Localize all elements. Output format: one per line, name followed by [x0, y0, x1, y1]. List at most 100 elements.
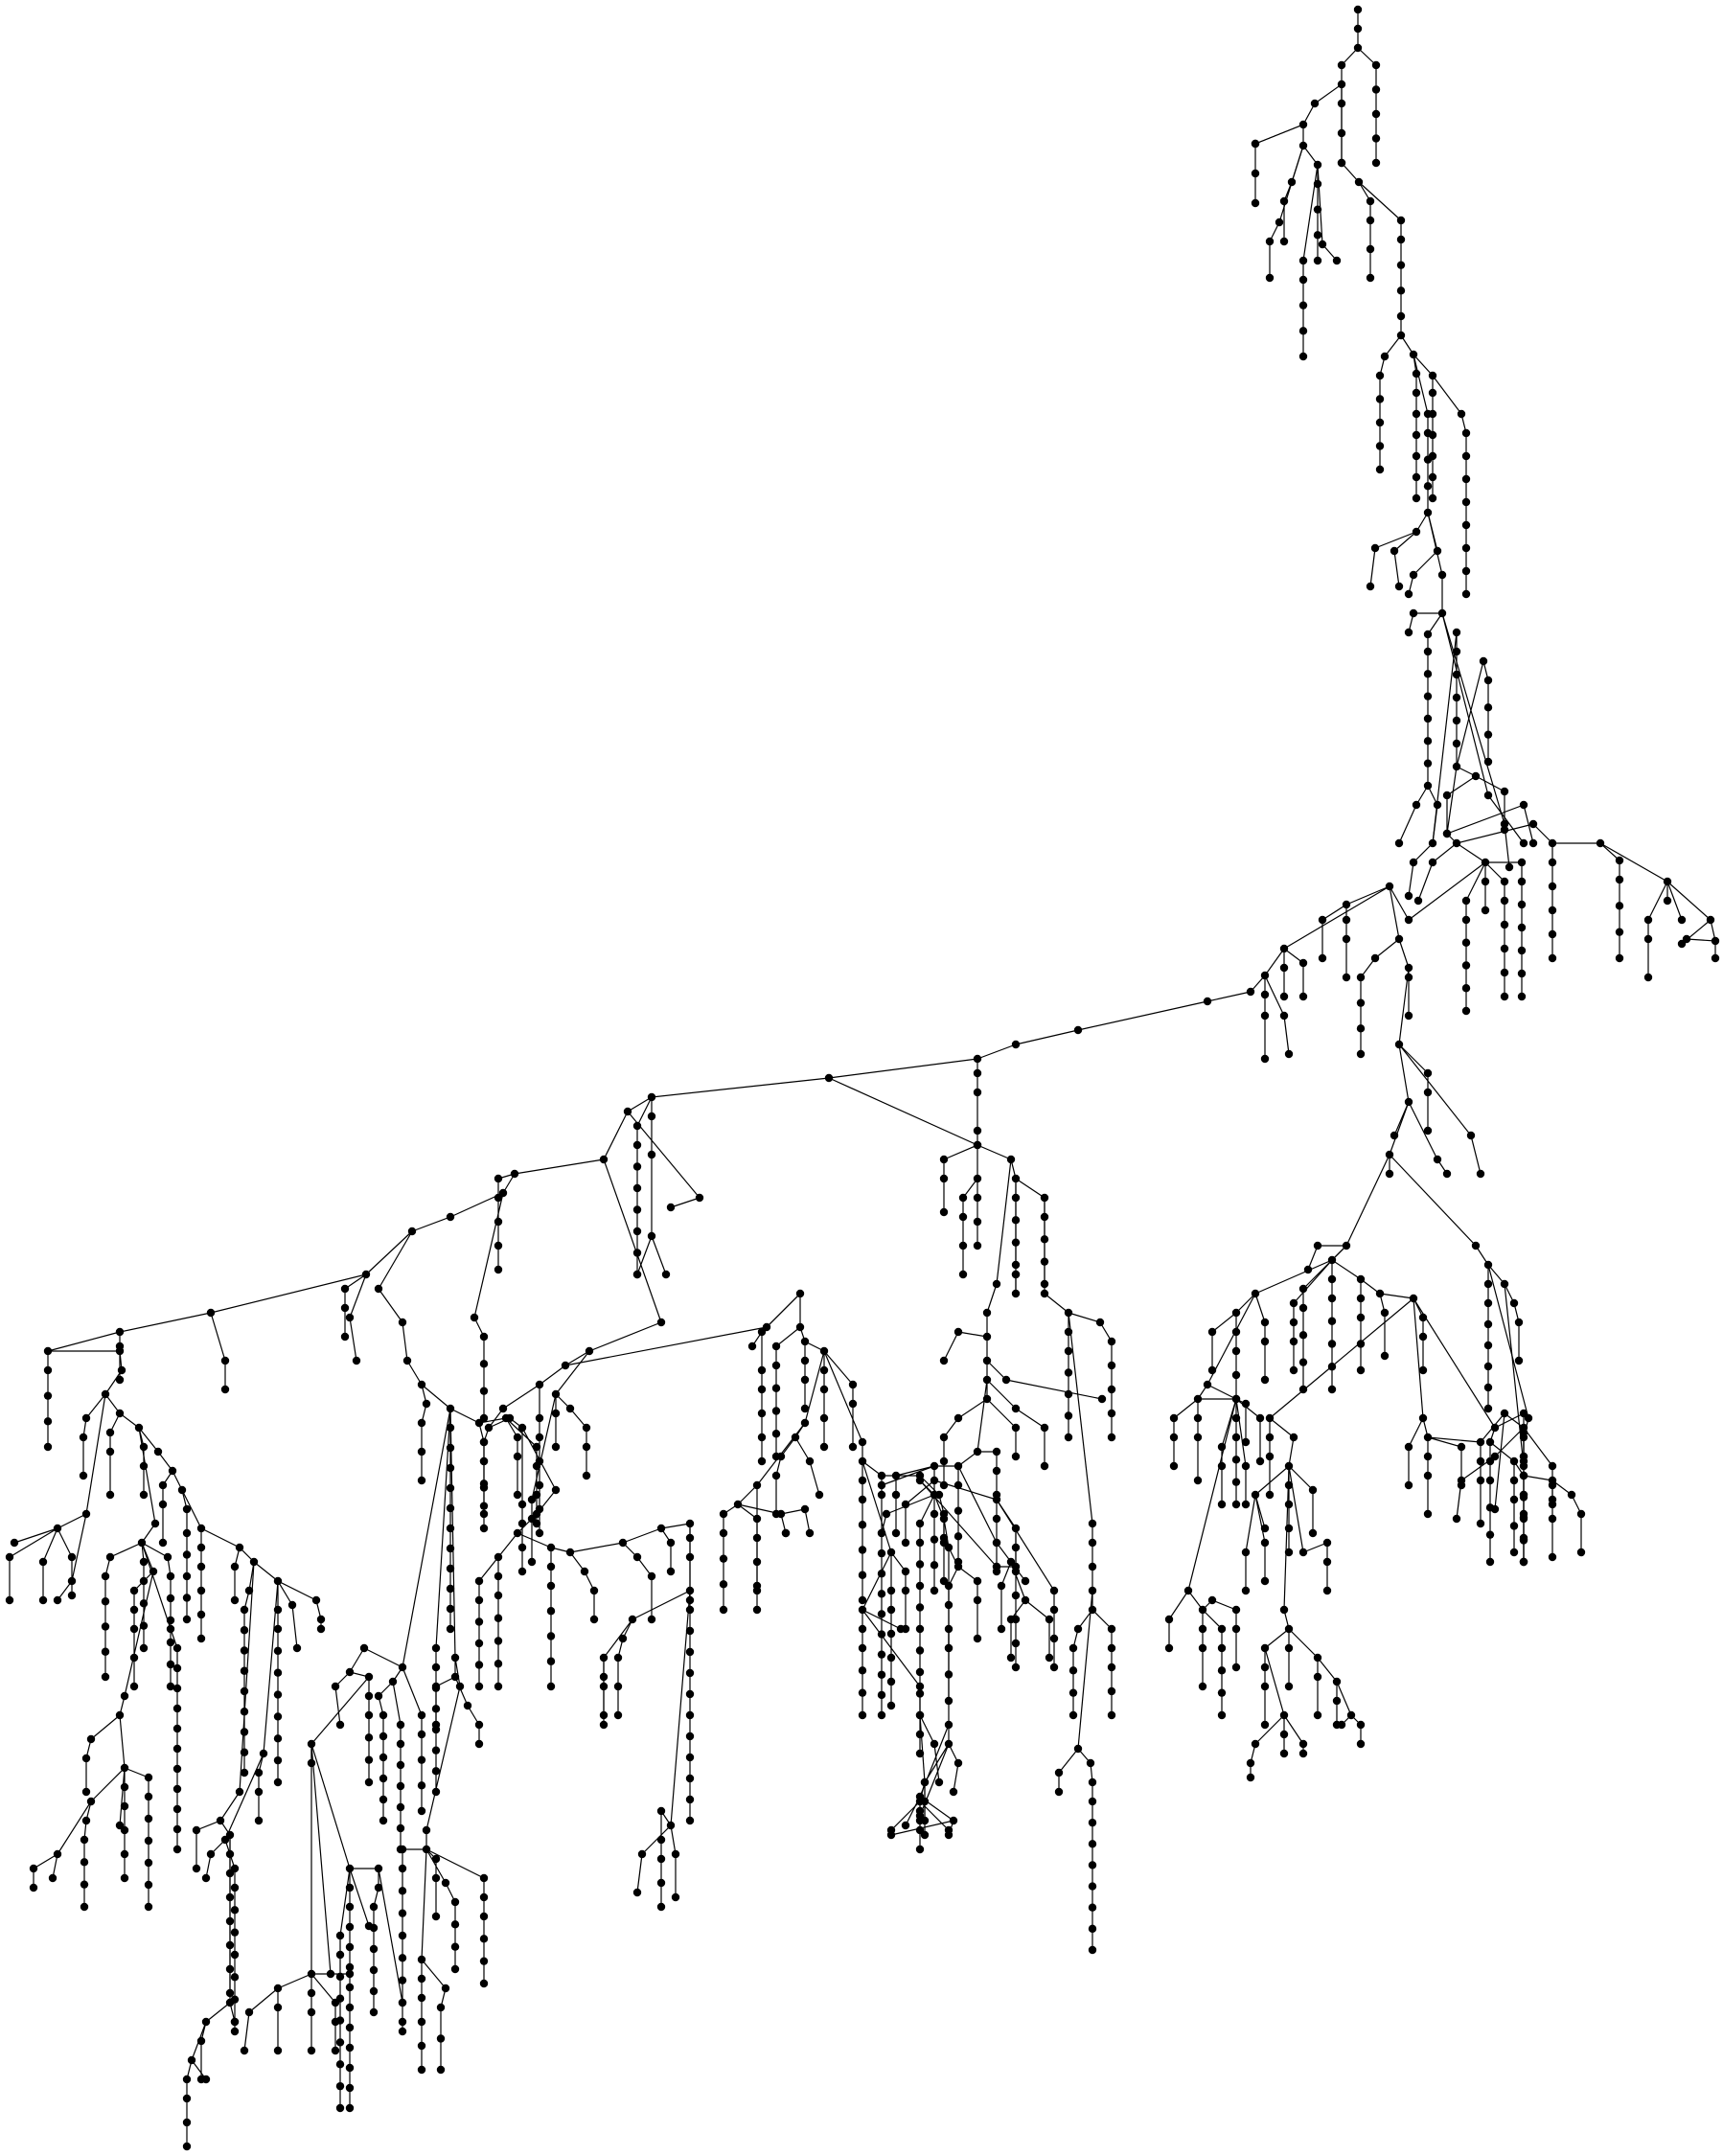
tree-node	[1428, 838, 1437, 848]
tree-node	[1011, 1524, 1021, 1533]
tree-edge	[349, 1273, 367, 1319]
tree-edge	[1487, 1264, 1529, 1419]
tree-node	[240, 1686, 249, 1696]
tree-node	[474, 1639, 484, 1648]
tree-node	[973, 1595, 982, 1605]
tree-node	[220, 1385, 230, 1394]
tree-edge	[919, 1494, 935, 1525]
tree-node	[1068, 1643, 1078, 1653]
tree-node	[1433, 800, 1442, 810]
tree-node	[1380, 352, 1390, 361]
tree-edge	[1173, 1398, 1199, 1419]
tree-edge	[1456, 842, 1486, 863]
tree-node	[86, 1797, 96, 1806]
tree-node	[1353, 24, 1363, 34]
tree-node	[666, 1538, 676, 1548]
tree-node	[930, 1739, 939, 1749]
tree-node	[335, 2081, 345, 2091]
tree-node	[474, 1739, 484, 1749]
tree-node	[86, 1734, 96, 1744]
tree-edge	[224, 1753, 264, 1841]
tree-node	[331, 2046, 340, 2055]
tree-edge	[349, 1647, 365, 1673]
tree-node	[1500, 1409, 1509, 1418]
tree-node	[80, 1880, 89, 1889]
tree-edge	[277, 1973, 312, 1989]
tree-node	[632, 1888, 642, 1897]
tree-edge	[539, 1365, 566, 1386]
tree-node	[417, 1955, 426, 1964]
tree-node	[1231, 1433, 1241, 1442]
tree-node	[656, 1524, 666, 1533]
tree-node	[1423, 482, 1433, 491]
tree-node	[474, 1661, 484, 1669]
tree-edge	[531, 1393, 557, 1501]
tree-node	[1500, 877, 1509, 886]
tree-edge	[1345, 885, 1390, 906]
tree-node	[1068, 1710, 1078, 1720]
tree-edge	[1015, 1178, 1045, 1199]
tree-node	[292, 1643, 302, 1653]
tree-node	[1279, 237, 1289, 246]
tree-edge	[13, 1527, 58, 1544]
tree-node	[1517, 946, 1527, 955]
tree-edge	[478, 1556, 499, 1582]
tree-node	[1490, 1504, 1500, 1514]
tree-node	[494, 1571, 503, 1581]
tree-node	[345, 2023, 355, 2032]
tree-node	[1298, 256, 1308, 265]
tree-node	[958, 1241, 968, 1250]
tree-node	[517, 1567, 527, 1576]
tree-node	[930, 1461, 939, 1471]
tree-node	[527, 1557, 537, 1567]
tree-node	[364, 1710, 374, 1720]
tree-node	[685, 1519, 695, 1528]
tree-node	[939, 1174, 949, 1183]
tree-node	[1260, 990, 1270, 999]
tree-edge	[517, 1532, 552, 1548]
tree-node	[1519, 1423, 1528, 1433]
tree-node	[1423, 409, 1433, 419]
tree-node	[1423, 737, 1433, 745]
tree-node	[1356, 1739, 1366, 1749]
tree-node	[1356, 998, 1366, 1007]
tree-edge	[1077, 1590, 1093, 1750]
tree-node	[335, 2016, 345, 2025]
tree-node	[1423, 1471, 1433, 1480]
tree-node	[1412, 388, 1421, 398]
tree-edge	[1379, 1293, 1414, 1299]
tree-node	[1040, 1289, 1049, 1298]
tree-node	[1476, 1456, 1485, 1466]
tree-node	[101, 1672, 110, 1682]
tree-node	[953, 1461, 963, 1471]
tree-node	[1284, 1682, 1294, 1691]
tree-edge	[957, 1398, 988, 1419]
tree-node	[637, 1849, 647, 1859]
tree-edge	[670, 1197, 701, 1208]
tree-edge	[1427, 1436, 1482, 1443]
tree-node	[345, 1864, 355, 1873]
tree-edge	[1408, 1417, 1424, 1448]
tree-edge	[1211, 1599, 1237, 1611]
tree-node	[1452, 762, 1461, 771]
tree-node	[81, 1816, 91, 1825]
tree-edge	[363, 1647, 403, 1668]
tree-node	[139, 1490, 149, 1500]
tree-node	[944, 1696, 953, 1706]
tree-node	[1615, 902, 1624, 910]
tree-node	[417, 1710, 426, 1720]
tree-node	[446, 1564, 455, 1573]
tree-edge	[828, 1058, 978, 1079]
tree-edge	[1427, 512, 1443, 576]
tree-node	[1313, 256, 1322, 265]
tree-node	[172, 1764, 182, 1774]
tree-node	[915, 1689, 925, 1698]
tree-node	[771, 1407, 781, 1415]
tree-node	[379, 1753, 388, 1762]
tree-node	[1203, 997, 1212, 1006]
tree-node	[915, 1816, 925, 1825]
tree-node	[1231, 1663, 1241, 1672]
tree-node	[1418, 1413, 1428, 1423]
tree-node	[1380, 1308, 1390, 1318]
tree-node	[1246, 1758, 1255, 1768]
